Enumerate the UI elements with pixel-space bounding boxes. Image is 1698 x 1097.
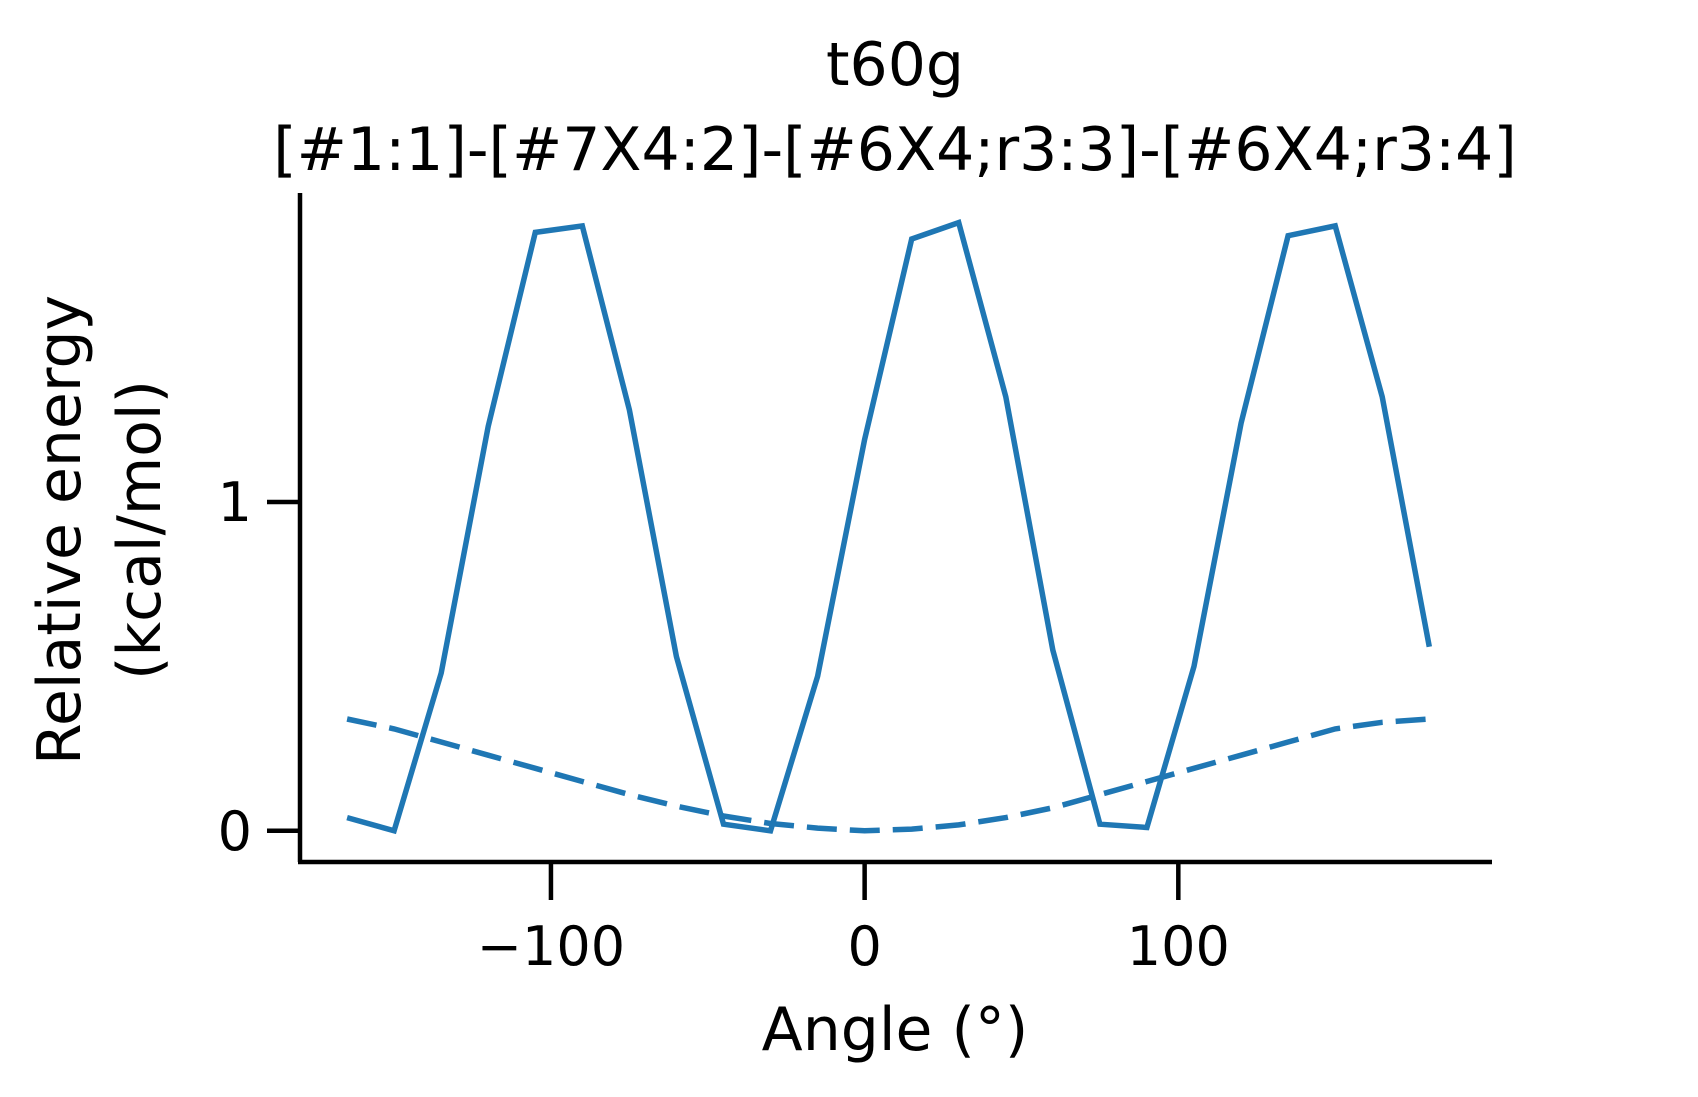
y-axis-label-line-1: Relative energy <box>25 295 95 765</box>
x-ticks: −100 0 100 <box>477 862 1230 978</box>
y-tick-label: 1 <box>218 471 252 534</box>
x-tick-label: 0 <box>847 915 881 978</box>
y-ticks: 01 <box>218 471 300 863</box>
series-line-dashed <box>346 716 1430 834</box>
x-tick-label: 100 <box>1127 915 1230 978</box>
y-tick-label: 0 <box>218 800 252 863</box>
x-axis-label: Angle (°) <box>762 995 1029 1065</box>
chart-title-line-2: [#1:1]-[#7X4:2]-[#6X4;r3:3]-[#6X4;r3:4] <box>273 115 1517 185</box>
series-line-solid <box>346 219 1433 835</box>
y-axis-label-line-2: (kcal/mol) <box>105 380 175 680</box>
chart-title-line-1: t60g <box>826 30 964 100</box>
series-group <box>346 219 1433 835</box>
y-axis-label: Relative energy (kcal/mol) <box>25 295 175 765</box>
x-tick-label: −100 <box>477 915 625 978</box>
